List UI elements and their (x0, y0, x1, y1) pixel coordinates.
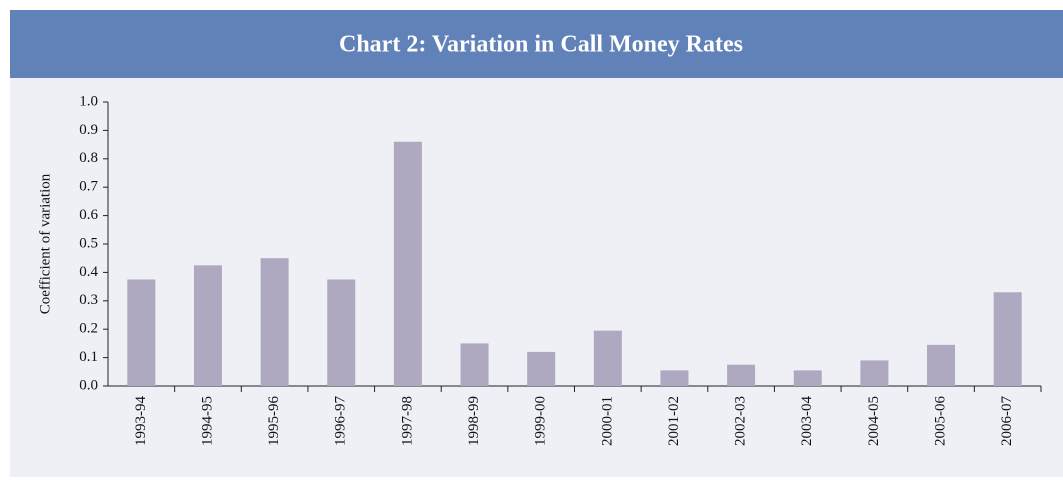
bar (460, 343, 489, 386)
bar (660, 370, 689, 386)
x-tick-label: 1993-94 (133, 396, 149, 446)
x-tick-label: 2006-07 (999, 396, 1015, 446)
bar (393, 141, 422, 386)
x-tick-label: 1994-95 (199, 396, 215, 446)
y-tick-label: 0.0 (79, 377, 98, 393)
y-tick-label: 0.5 (79, 235, 98, 251)
bar (193, 265, 222, 386)
bar (127, 279, 156, 386)
bar (727, 364, 756, 386)
x-tick-label: 2001-02 (666, 396, 682, 446)
x-tick-label: 2004-05 (866, 396, 882, 446)
y-tick-label: 0.3 (79, 292, 98, 308)
x-tick-label: 1997-98 (399, 396, 415, 446)
y-tick-label: 0.6 (79, 207, 98, 223)
chart-title: Chart 2: Variation in Call Money Rates (339, 32, 743, 58)
x-tick-label: 2003-04 (799, 396, 815, 446)
x-tick-label: 2002-03 (733, 396, 749, 446)
bar (260, 258, 289, 386)
y-tick-label: 0.7 (79, 179, 98, 195)
header-band (10, 10, 1063, 78)
chart-background (10, 78, 1063, 477)
x-tick-label: 1999-00 (533, 396, 549, 446)
y-tick-label: 0.9 (79, 122, 98, 138)
x-tick-label: 1998-99 (466, 396, 482, 446)
bar (527, 351, 556, 386)
bar (327, 279, 356, 386)
y-axis-label: Coefficient of variation (37, 173, 53, 314)
y-tick-label: 0.8 (79, 150, 98, 166)
y-tick-label: 0.4 (79, 264, 98, 280)
x-tick-label: 2000-01 (599, 396, 615, 446)
x-tick-label: 2005-06 (932, 396, 948, 446)
bar (927, 344, 956, 386)
bar (793, 370, 822, 386)
x-tick-label: 1995-96 (266, 396, 282, 446)
y-tick-label: 0.1 (79, 349, 98, 365)
bar (993, 292, 1022, 386)
y-tick-label: 1.0 (79, 93, 98, 109)
bar (860, 360, 889, 386)
bar (593, 330, 622, 386)
x-tick-label: 1996-97 (333, 396, 349, 446)
y-tick-label: 0.2 (79, 321, 98, 337)
